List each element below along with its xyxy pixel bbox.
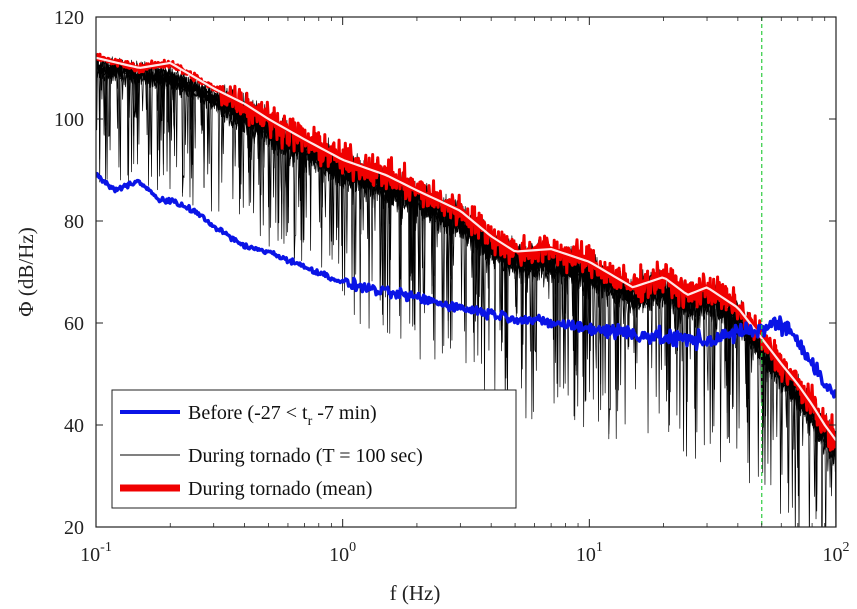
legend-label-during-mean: During tornado (mean): [188, 478, 372, 500]
axes-box: [95, 16, 837, 528]
x-tick-label: 10-1: [80, 540, 112, 566]
y-tick-label: 40: [64, 415, 84, 437]
y-tick-label: 120: [54, 7, 84, 29]
x-tick-label: 100: [329, 540, 356, 566]
legend-label-during-individual: During tornado (T = 100 sec): [188, 445, 423, 467]
series-layer: [96, 52, 836, 527]
y-tick-label: 80: [64, 211, 84, 233]
legend-label-before: Before (-27 < tr -7 min): [188, 402, 377, 429]
y-axis-label: Φ (dB/Hz): [14, 227, 38, 316]
during-tornado-mean-line: [96, 56, 836, 441]
y-tick-label: 20: [64, 517, 84, 539]
before-line: [96, 171, 836, 399]
y-axis: 20 40 60 80 100 120: [54, 7, 836, 539]
x-tick-label: 101: [576, 540, 603, 566]
y-tick-label: 100: [54, 109, 84, 131]
x-axis-label: f (Hz): [390, 581, 441, 605]
legend: Before (-27 < tr -7 min) During tornado …: [111, 389, 517, 509]
x-axis: 10-1 100 101 102: [80, 17, 850, 566]
y-tick-label: 60: [64, 313, 84, 335]
x-tick-label: 102: [823, 540, 850, 566]
